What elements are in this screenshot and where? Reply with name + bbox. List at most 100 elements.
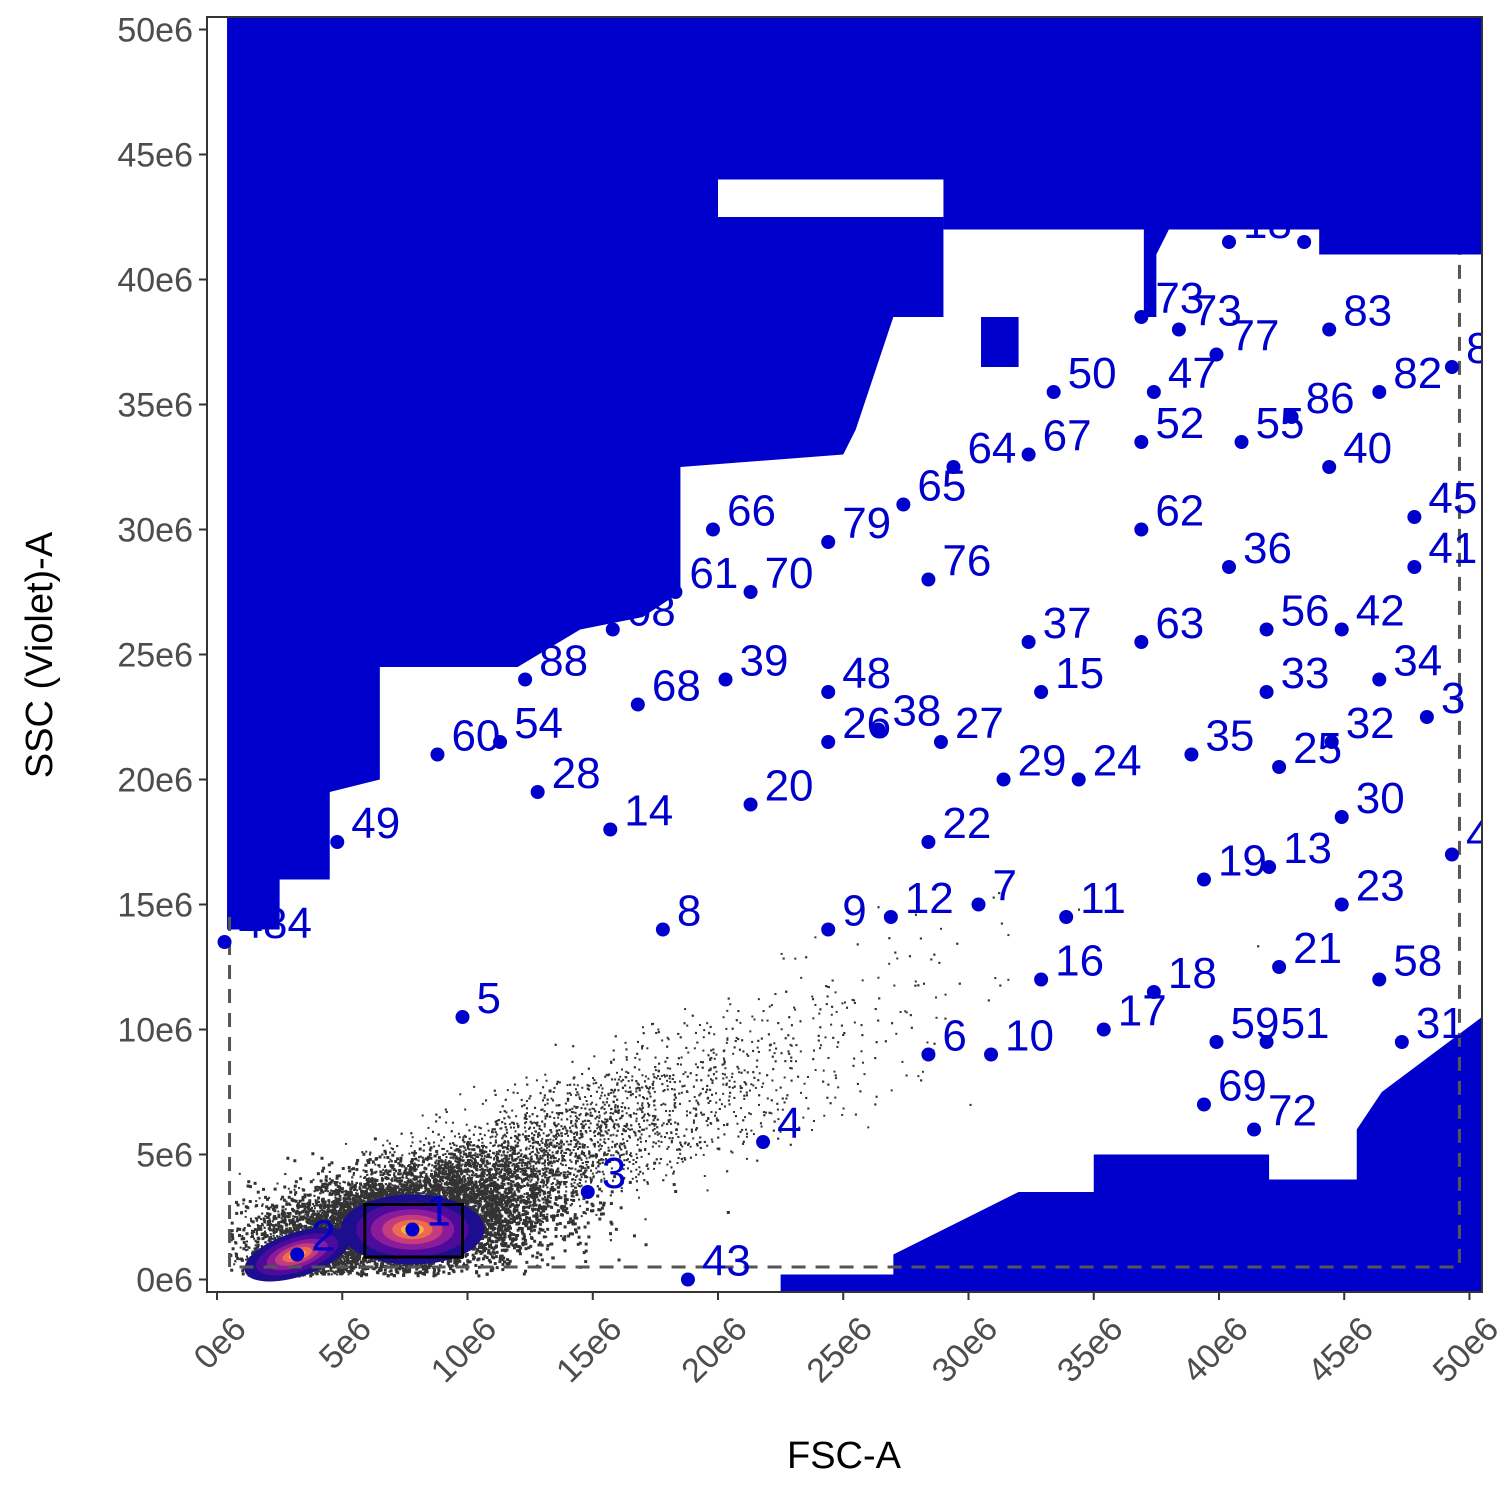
event-dot (579, 1173, 582, 1176)
event-dot (703, 1029, 706, 1032)
event-dot (768, 1005, 771, 1008)
event-dot (256, 1217, 259, 1220)
event-dot (584, 1169, 587, 1172)
event-dot (512, 1146, 515, 1149)
event-dot (283, 1211, 286, 1214)
event-dot (454, 1198, 457, 1201)
event-dot (238, 1172, 241, 1175)
event-dot (440, 1182, 443, 1185)
event-dot (574, 1088, 577, 1091)
event-dot (511, 1158, 514, 1161)
event-dot (386, 1262, 389, 1265)
event-dot (625, 1150, 628, 1153)
event-dot (263, 1230, 266, 1233)
event-dot (557, 1116, 560, 1119)
event-dot (890, 1089, 893, 1092)
event-dot (843, 1001, 846, 1004)
event-dot (616, 1110, 619, 1113)
event-dot (268, 1217, 271, 1220)
event-dot (580, 1176, 583, 1179)
event-dot (523, 1126, 526, 1129)
event-dot (689, 1145, 692, 1148)
event-dot (309, 1215, 312, 1218)
event-dot (725, 1027, 728, 1030)
event-dot (585, 1131, 588, 1134)
event-dot (513, 1168, 516, 1171)
event-dot (599, 1143, 602, 1146)
event-dot (575, 1126, 578, 1129)
event-dot (733, 1110, 736, 1113)
event-dot (632, 1163, 635, 1166)
event-dot (575, 1133, 578, 1136)
event-dot (679, 1152, 682, 1155)
event-dot (654, 1132, 657, 1135)
event-dot (390, 1147, 393, 1150)
event-dot (638, 1148, 641, 1151)
event-dot (421, 1176, 424, 1179)
event-dot (485, 1156, 488, 1159)
event-dot (686, 1024, 689, 1027)
event-dot (766, 1019, 769, 1022)
event-dot (581, 1123, 584, 1126)
event-dot (303, 1274, 306, 1277)
event-dot (592, 1082, 595, 1085)
event-dot (476, 1146, 479, 1149)
event-dot (752, 1084, 755, 1087)
event-dot (750, 1083, 753, 1086)
event-dot (610, 1154, 613, 1157)
event-dot (715, 1117, 718, 1120)
event-dot (277, 1210, 280, 1213)
event-dot (921, 1070, 924, 1073)
event-dot (374, 1163, 377, 1166)
event-dot (513, 1190, 516, 1193)
event-dot (830, 1013, 833, 1016)
event-dot (580, 1107, 583, 1110)
event-dot (269, 1232, 272, 1235)
event-dot (441, 1147, 444, 1150)
event-dot (555, 1112, 558, 1115)
event-dot (626, 1124, 629, 1127)
event-dot (590, 1181, 593, 1184)
event-dot (356, 1161, 359, 1164)
event-dot (622, 1078, 625, 1081)
event-dot (659, 1077, 662, 1080)
event-dot (389, 1151, 392, 1154)
event-dot (574, 1111, 577, 1114)
event-dot (514, 1140, 517, 1143)
event-dot (413, 1150, 416, 1153)
event-dot (607, 1138, 610, 1141)
event-dot (470, 1141, 473, 1144)
event-dot (660, 1074, 663, 1077)
event-dot (575, 1116, 578, 1119)
event-dot (575, 1175, 578, 1178)
event-dot (312, 1217, 315, 1220)
event-dot (485, 1206, 488, 1209)
event-dot (551, 1111, 554, 1114)
event-dot (639, 1140, 642, 1143)
event-dot (739, 1085, 742, 1088)
event-dot (305, 1216, 308, 1219)
event-dot (347, 1262, 350, 1265)
event-dot (715, 1101, 718, 1104)
event-dot (253, 1247, 256, 1250)
event-dot (777, 1118, 780, 1121)
event-dot (545, 1142, 548, 1145)
event-dot (375, 1170, 378, 1173)
event-dot (636, 1144, 639, 1147)
event-dot (603, 1112, 606, 1115)
event-dot (230, 1239, 233, 1242)
event-dot (334, 1196, 337, 1199)
event-dot (810, 1129, 813, 1132)
event-dot (663, 1074, 666, 1077)
event-dot (641, 1026, 644, 1029)
event-dot (642, 1172, 645, 1175)
event-dot (560, 1118, 563, 1121)
event-dot (823, 1114, 826, 1117)
event-dot (546, 1144, 549, 1147)
event-dot (530, 1132, 533, 1135)
event-dot (863, 1073, 866, 1076)
event-dot (523, 1192, 526, 1195)
event-dot (343, 1190, 346, 1193)
event-dot (511, 1164, 514, 1167)
